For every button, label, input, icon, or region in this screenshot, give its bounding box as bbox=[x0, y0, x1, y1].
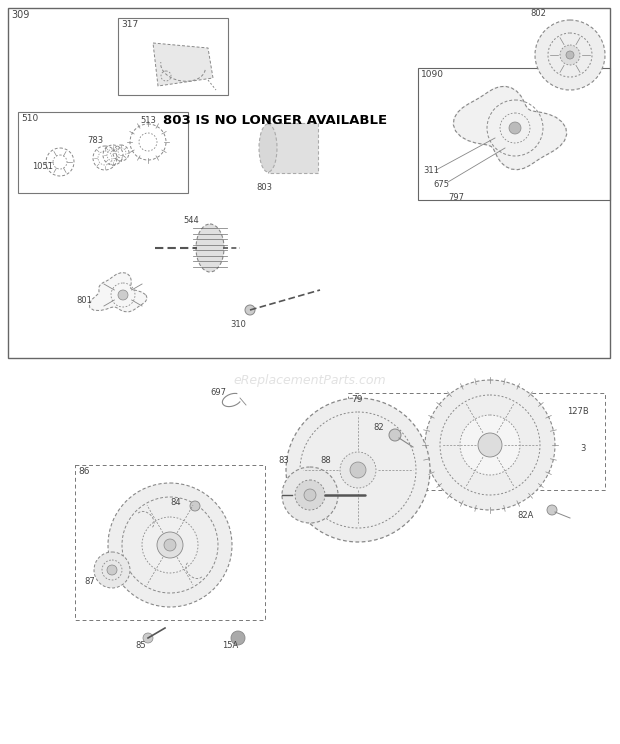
Circle shape bbox=[350, 462, 366, 478]
Circle shape bbox=[389, 429, 401, 441]
Text: 803 IS NO LONGER AVAILABLE: 803 IS NO LONGER AVAILABLE bbox=[163, 114, 387, 126]
Polygon shape bbox=[453, 86, 567, 170]
Circle shape bbox=[245, 305, 255, 315]
Text: 15A: 15A bbox=[222, 641, 238, 650]
Text: 82: 82 bbox=[373, 423, 384, 432]
Text: 309: 309 bbox=[11, 10, 29, 20]
Text: 513: 513 bbox=[140, 115, 156, 124]
Text: 675: 675 bbox=[433, 179, 449, 188]
Text: 1090: 1090 bbox=[421, 70, 444, 79]
Text: 510: 510 bbox=[21, 114, 38, 123]
Text: 310: 310 bbox=[230, 320, 246, 329]
Ellipse shape bbox=[196, 224, 224, 272]
Circle shape bbox=[94, 552, 130, 588]
Bar bbox=[75, 465, 265, 620]
Circle shape bbox=[231, 631, 245, 645]
Circle shape bbox=[164, 539, 176, 551]
Circle shape bbox=[478, 433, 502, 457]
Text: 83: 83 bbox=[278, 455, 289, 464]
Circle shape bbox=[340, 452, 376, 488]
Circle shape bbox=[108, 483, 232, 607]
Text: 79: 79 bbox=[351, 395, 363, 404]
Circle shape bbox=[295, 480, 325, 510]
Bar bbox=[18, 112, 188, 193]
Circle shape bbox=[560, 45, 580, 65]
Circle shape bbox=[143, 633, 153, 643]
Text: 317: 317 bbox=[121, 20, 138, 29]
Circle shape bbox=[509, 122, 521, 134]
Polygon shape bbox=[153, 43, 213, 86]
Text: 802: 802 bbox=[530, 8, 546, 18]
Text: 86: 86 bbox=[78, 467, 89, 476]
Circle shape bbox=[142, 517, 198, 573]
Text: 783: 783 bbox=[87, 135, 103, 144]
Text: eReplacementParts.com: eReplacementParts.com bbox=[234, 373, 386, 386]
Ellipse shape bbox=[278, 123, 298, 173]
Text: 88: 88 bbox=[320, 455, 330, 464]
Bar bbox=[118, 18, 228, 95]
Circle shape bbox=[118, 290, 128, 300]
Text: 82A: 82A bbox=[517, 510, 533, 519]
Circle shape bbox=[535, 20, 605, 90]
Circle shape bbox=[460, 415, 520, 475]
Circle shape bbox=[157, 532, 183, 558]
Text: 85: 85 bbox=[135, 641, 146, 650]
Bar bbox=[8, 8, 610, 358]
Circle shape bbox=[286, 398, 430, 542]
Text: 697: 697 bbox=[210, 388, 226, 397]
Text: 803: 803 bbox=[256, 183, 272, 192]
Bar bbox=[348, 393, 605, 490]
Circle shape bbox=[566, 51, 574, 59]
Text: 311: 311 bbox=[423, 165, 439, 175]
Bar bbox=[268, 123, 318, 173]
Text: 801: 801 bbox=[76, 295, 92, 304]
Circle shape bbox=[282, 467, 338, 523]
Text: 127B: 127B bbox=[567, 406, 589, 415]
Circle shape bbox=[425, 380, 555, 510]
Bar bbox=[418, 68, 610, 200]
Ellipse shape bbox=[259, 124, 277, 172]
Text: 3: 3 bbox=[580, 443, 585, 452]
Text: 84: 84 bbox=[170, 498, 180, 507]
Text: 87: 87 bbox=[84, 577, 95, 586]
Polygon shape bbox=[89, 272, 147, 312]
Circle shape bbox=[304, 489, 316, 501]
Text: 544: 544 bbox=[183, 216, 199, 225]
Text: 797: 797 bbox=[448, 193, 464, 202]
Circle shape bbox=[190, 501, 200, 511]
Text: 1051: 1051 bbox=[32, 161, 53, 170]
Circle shape bbox=[107, 565, 117, 575]
Circle shape bbox=[547, 505, 557, 515]
